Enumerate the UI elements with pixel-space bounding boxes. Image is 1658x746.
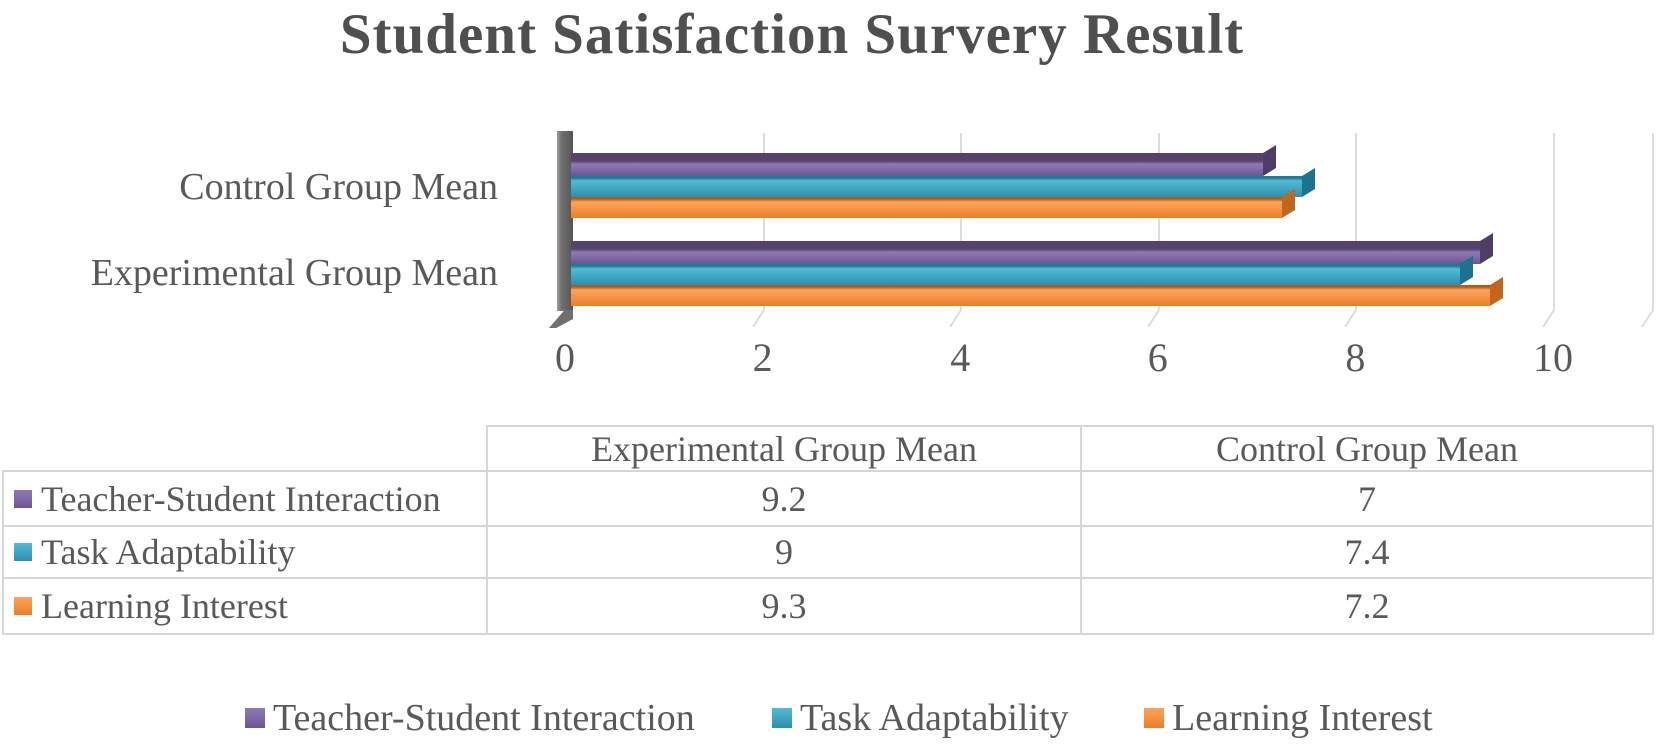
legend-item-teacher-student-interaction: Teacher-Student Interaction [245, 694, 695, 742]
table-header-cell: Control Group Mean [1080, 425, 1654, 470]
gridline [1157, 133, 1160, 310]
chart-title: Student Satisfaction Survery Result [339, 3, 1245, 66]
gridline [762, 133, 765, 310]
table-header-cell: Experimental Group Mean [486, 425, 1080, 470]
x-tick-label: 0 [555, 335, 575, 380]
table-row-label-text: Teacher-Student Interaction [41, 478, 441, 519]
table-row-label: Learning Interest [2, 577, 486, 635]
x-tick-label: 4 [950, 335, 971, 380]
bar-end-cap [1480, 233, 1493, 264]
data-table: Experimental Group Mean Control Group Mea… [2, 425, 1654, 635]
bar-end-cap [1460, 256, 1473, 285]
gridline [1355, 133, 1358, 310]
bar-teacher-student-interaction-control-group-mean [571, 153, 1263, 176]
x-tick-label: 2 [752, 335, 773, 380]
table-row-label: Teacher-Student Interaction [2, 470, 486, 525]
gridline-foot [949, 309, 963, 328]
table-value-cell: 7.2 [1080, 577, 1654, 635]
category-label: Experimental Group Mean [90, 252, 498, 294]
series-swatch [14, 597, 32, 615]
bar-end-cap [1282, 189, 1295, 218]
legend-swatch [245, 708, 265, 728]
table-value-cell: 7.4 [1080, 525, 1654, 577]
bar-end-cap [1263, 145, 1276, 176]
category-label: Control Group Mean [179, 166, 498, 208]
axis-wall [557, 131, 573, 311]
bar-learning-interest-control-group-mean [571, 197, 1282, 218]
bar-teacher-student-interaction-experimental-group-mean [571, 241, 1480, 264]
gridline-foot [1542, 309, 1555, 328]
x-tick-label: 6 [1147, 335, 1168, 380]
x-tick-label: 10 [1533, 335, 1573, 380]
legend-swatch [772, 708, 792, 728]
gridline-foot [751, 309, 765, 328]
series-swatch [14, 543, 32, 561]
legend-item-task-adaptability: Task Adaptability [772, 694, 1069, 742]
gridline [960, 133, 963, 310]
legend-label: Task Adaptability [800, 697, 1069, 739]
gridline-foot [1641, 309, 1654, 328]
table-value-cell: 9 [486, 525, 1080, 577]
table-row-label-text: Task Adaptability [41, 532, 296, 572]
table-value-cell: 9.3 [486, 577, 1080, 635]
bar-end-cap [1490, 277, 1503, 306]
table-corner-cell [2, 425, 486, 470]
bar-learning-interest-experimental-group-mean [571, 285, 1490, 306]
bar-end-cap [1302, 168, 1315, 197]
bar-task-adaptability-control-group-mean [571, 176, 1302, 197]
gridline-foot [1344, 309, 1358, 328]
table-row-label: Task Adaptability [2, 525, 486, 577]
legend-item-learning-interest: Learning Interest [1144, 694, 1433, 742]
x-tick-label: 8 [1345, 335, 1366, 380]
legend-label: Teacher-Student Interaction [273, 697, 695, 739]
plot-right-border [1651, 133, 1654, 310]
legend-label: Learning Interest [1172, 697, 1433, 739]
table-row-label-text: Learning Interest [41, 586, 288, 626]
legend-swatch [1144, 708, 1164, 728]
table-value-cell: 7 [1080, 470, 1654, 525]
axis-wall-foot [549, 310, 573, 328]
table-value-cell: 9.2 [486, 470, 1080, 525]
bar-task-adaptability-experimental-group-mean [571, 264, 1460, 285]
gridline [1553, 133, 1555, 310]
gridline-foot [1147, 309, 1160, 328]
series-swatch [14, 489, 32, 508]
